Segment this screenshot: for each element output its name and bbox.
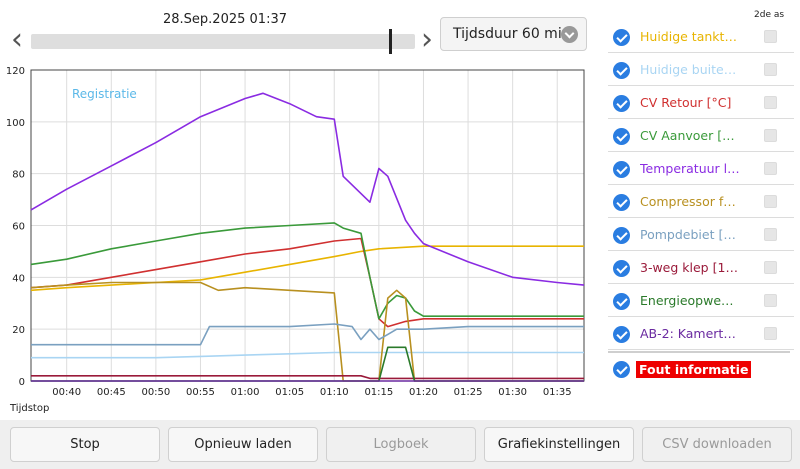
x-tick-label: 00:40 <box>52 387 81 398</box>
x-axis-label: Tijdstop <box>9 403 49 414</box>
chart-annotation: Registratie <box>72 87 137 101</box>
x-tick-label: 01:15 <box>364 387 393 398</box>
legend-item[interactable]: 3-weg klep [1:Kamer] <box>608 251 794 284</box>
legend-item-label: 3-weg klep [1:Kamer] <box>640 260 740 275</box>
previous-arrow-icon[interactable]: ‹ <box>11 22 23 57</box>
series-line <box>31 374 584 380</box>
graph-settings-button[interactable]: Grafiekinstellingen <box>484 427 634 462</box>
legend-item-label: CV Retour [°C] <box>640 95 732 110</box>
x-tick-label: 01:05 <box>275 387 304 398</box>
x-tick-label: 00:50 <box>141 387 170 398</box>
legend-item[interactable]: CV Retour [°C] <box>608 86 794 119</box>
time-slider-thumb[interactable] <box>389 29 392 54</box>
reload-button[interactable]: Opnieuw laden <box>168 427 318 462</box>
legend-item-label: Huidige buitentemperatuur <box>640 62 740 77</box>
series-line <box>30 92 585 286</box>
y-tick-label: 120 <box>6 66 25 77</box>
y-tick-label: 0 <box>19 377 25 388</box>
x-tick-label: 01:35 <box>543 387 572 398</box>
second-axis-header: 2de as <box>754 10 785 20</box>
legend-item[interactable]: Compressor frequentie <box>608 185 794 218</box>
legend-separator <box>608 351 790 353</box>
legend-item-label: Pompdebiet [L/min] <box>640 227 740 242</box>
checkbox-checked-icon[interactable] <box>613 361 630 378</box>
legend-item-label: Huidige tanktemperatuur <box>640 29 740 44</box>
legend-item-label: Energieopwekking <box>640 293 740 308</box>
x-tick-label: 01:00 <box>231 387 260 398</box>
series-line <box>30 245 584 292</box>
series-line <box>30 222 584 320</box>
legend-item-label: CV Aanvoer [°C] <box>640 128 740 143</box>
chevron-down-icon <box>561 26 578 43</box>
series-line <box>31 323 584 346</box>
second-axis-checkbox[interactable] <box>764 261 777 274</box>
stop-button[interactable]: Stop <box>10 427 160 462</box>
legend-item[interactable]: Huidige tanktemperatuur <box>608 20 794 53</box>
logbook-button[interactable]: Logboek <box>326 427 476 462</box>
csv-download-button[interactable]: CSV downloaden <box>642 427 792 462</box>
checkbox-checked-icon[interactable] <box>613 161 630 178</box>
error-info-label: Fout informatie <box>636 361 752 378</box>
series-line <box>31 351 584 359</box>
second-axis-checkbox[interactable] <box>764 30 777 43</box>
checkbox-checked-icon[interactable] <box>613 326 630 343</box>
second-axis-checkbox[interactable] <box>764 228 777 241</box>
legend-item[interactable]: Pompdebiet [L/min] <box>608 218 794 251</box>
legend-item[interactable]: Energieopwekking <box>608 284 794 317</box>
legend-item[interactable]: AB-2: Kamerthermostaat <box>608 317 794 350</box>
y-tick-label: 40 <box>12 273 25 284</box>
y-tick-label: 20 <box>12 325 25 336</box>
legend-item[interactable]: Huidige buitentemperatuur <box>608 53 794 86</box>
x-tick-label: 01:10 <box>320 387 349 398</box>
checkbox-checked-icon[interactable] <box>613 95 630 112</box>
checkbox-checked-icon[interactable] <box>613 293 630 310</box>
line-chart: 0 20 40 60 80 100 120 00:40 00:45 00:50 00:55 01:00… <box>6 66 585 414</box>
checkbox-checked-icon[interactable] <box>613 260 630 277</box>
second-axis-checkbox[interactable] <box>764 294 777 307</box>
checkbox-checked-icon[interactable] <box>613 194 630 211</box>
timestamp: 28.Sep.2025 01:37 <box>163 12 287 27</box>
legend-panel: 2de as Huidige tanktemperatuur Huidige bu… <box>604 0 800 390</box>
x-tick-label: 01:30 <box>498 387 527 398</box>
x-tick-label: 00:55 <box>186 387 215 398</box>
legend-item[interactable]: Temperatuur longwater <box>608 152 794 185</box>
legend-item-label: Temperatuur longwater <box>640 161 740 176</box>
x-tick-label: 01:20 <box>409 387 438 398</box>
second-axis-checkbox[interactable] <box>764 96 777 109</box>
next-arrow-icon[interactable]: › <box>421 22 433 57</box>
legend-item-label: AB-2: Kamerthermostaat <box>640 326 740 341</box>
checkbox-checked-icon[interactable] <box>613 128 630 145</box>
checkbox-checked-icon[interactable] <box>613 227 630 244</box>
x-tick-label: 00:45 <box>97 387 126 398</box>
second-axis-checkbox[interactable] <box>764 63 777 76</box>
x-tick-label: 01:25 <box>454 387 483 398</box>
legend-item[interactable]: CV Aanvoer [°C] <box>608 119 794 152</box>
second-axis-checkbox[interactable] <box>764 195 777 208</box>
time-slider[interactable] <box>31 29 415 54</box>
y-tick-label: 60 <box>12 222 25 233</box>
duration-label: Tijdsduur 60 min <box>453 26 571 42</box>
checkbox-checked-icon[interactable] <box>613 62 630 79</box>
legend-item-label: Compressor frequentie <box>640 194 740 209</box>
duration-select[interactable]: Tijdsduur 60 min <box>440 17 587 51</box>
y-tick-label: 100 <box>6 118 25 129</box>
y-tick-label: 80 <box>12 170 25 181</box>
second-axis-checkbox[interactable] <box>764 162 777 175</box>
second-axis-checkbox[interactable] <box>764 129 777 142</box>
second-axis-checkbox[interactable] <box>764 327 777 340</box>
checkbox-checked-icon[interactable] <box>613 29 630 46</box>
